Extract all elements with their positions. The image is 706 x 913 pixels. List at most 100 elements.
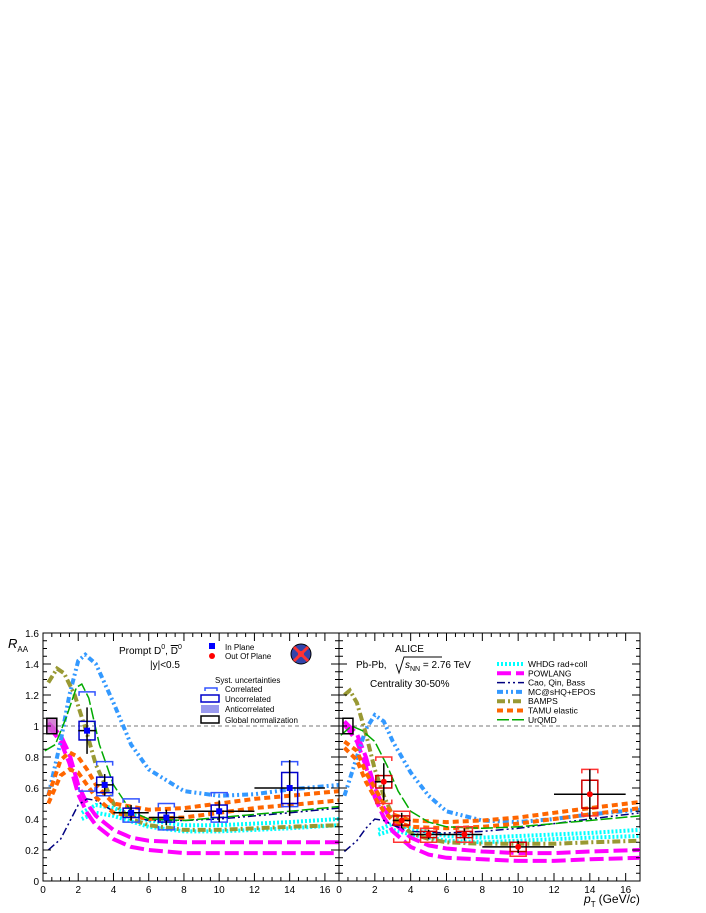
legend-syst-correlated: Correlated (225, 685, 262, 694)
species-label: Prompt D0, D0 (119, 644, 182, 657)
y-tick-label: 0.6 (25, 784, 39, 795)
collision-label: Pb-Pb, (356, 660, 387, 671)
correlated-syst-upper (210, 791, 228, 797)
legend-syst-correlated-symbol (204, 687, 218, 691)
left-plot-area (43, 652, 339, 856)
y-tick-label: 1.6 (25, 629, 39, 640)
energy-label: sNN = 2.76 TeV (405, 660, 471, 673)
reaction-plane-icon (290, 643, 312, 665)
energy-value: = 2.76 TeV (420, 660, 471, 671)
x-tick-label: 2 (75, 885, 81, 896)
y-tick-label: 0.2 (25, 846, 39, 857)
data-point-out-of-plane (515, 843, 522, 850)
model-curve-whdg-rad-coll-1 (377, 827, 640, 845)
data-point-in-plane (128, 809, 135, 816)
data-point-out-of-plane (398, 817, 405, 824)
x-axis-title-unit-open: (GeV/ (599, 892, 631, 906)
correlated-syst-lower (157, 825, 176, 831)
syst-title: Syst. uncertainties (215, 676, 280, 685)
correlated-syst-lower (122, 818, 140, 823)
legend-label-bamps: BAMPS (528, 696, 558, 706)
y-tick-label: 0 (33, 877, 39, 888)
species-sep: , (165, 646, 171, 657)
correlated-syst-lower (78, 787, 96, 792)
legend-label-powlang: POWLANG (528, 668, 571, 678)
x-tick-label: 4 (111, 885, 117, 896)
sqrt-sign (395, 656, 442, 675)
model-curve-bamps-0 (46, 665, 339, 832)
data-point-out-of-plane (380, 778, 387, 785)
x-axis-title: pT (GeV/c) (583, 892, 640, 909)
experiment-label: ALICE (395, 644, 424, 655)
data-point-out-of-plane (586, 791, 593, 798)
species-anti-sup: 0 (178, 644, 182, 651)
x-axis-title-unit-c: c (630, 892, 636, 906)
legend-syst-global: Global normalization (225, 716, 298, 725)
left-annotation: Prompt D0, D0 |y|<0.5 Syst. uncertaintie… (119, 644, 280, 685)
left-legend: In Plane Out Of Plane Correlated Uncorre… (200, 643, 298, 725)
x-tick-label: 4 (408, 885, 414, 896)
data-point-in-plane (163, 814, 170, 821)
correlated-syst-lower (419, 838, 438, 843)
legend-syst-global-symbol (200, 715, 220, 724)
left-axis-ticks: 0 2 4 6 8 10 12 14 16 0 0.2 0.4 0.6 0.8 1 1.2 1.4 1.6 (25, 629, 339, 896)
correlated-syst-upper (122, 798, 140, 803)
x-axis-title-sub: T (591, 900, 596, 909)
right-plot-area (339, 687, 640, 863)
correlated-syst-upper (95, 760, 114, 766)
legend-label-urqmd: UrQMD (528, 715, 557, 725)
legend-marker-in-plane (209, 643, 215, 649)
model-curve-mc-shq-epos-0 (342, 712, 640, 825)
x-axis-title-main: p (583, 892, 591, 906)
sqrt-sub: NN (410, 666, 420, 673)
x-tick-label: 14 (584, 885, 596, 896)
x-tick-label: 0 (336, 885, 342, 896)
left-panel: 0 2 4 6 8 10 12 14 16 0 0.2 0.4 0.6 0.8 1 1.2 1.4 1.6 (25, 629, 340, 896)
correlated-syst-upper (157, 802, 176, 808)
correlated-syst-upper (392, 810, 411, 816)
model-curve-cao-qin-bass-0 (343, 812, 640, 853)
x-tick-label: 16 (620, 885, 632, 896)
reaction-plane-center (298, 651, 304, 657)
model-curve-urqmd-0 (44, 683, 339, 822)
y-tick-label: 1 (33, 722, 39, 733)
data-point-out-of-plane (461, 831, 468, 838)
y-axis-title: RAA (8, 636, 29, 654)
species-prefix: Prompt D (119, 646, 161, 657)
model-curve-whdg-rad-coll-0 (80, 802, 339, 828)
x-tick-label: 16 (319, 885, 331, 896)
centrality-label: Centrality 30-50% (370, 679, 450, 690)
legend-label-out-of-plane: Out Of Plane (225, 652, 272, 661)
model-curve-tamu-elastic-1 (342, 746, 640, 831)
correlated-syst-lower (375, 799, 393, 805)
y-tick-label: 1.2 (25, 691, 39, 702)
model-curve-tamu-elastic-0 (46, 749, 339, 812)
data-point-in-plane (286, 785, 293, 791)
x-tick-label: 12 (548, 885, 560, 896)
collision-prefix: Pb-Pb, (356, 660, 387, 671)
x-tick-label: 8 (181, 885, 187, 896)
x-tick-label: 10 (513, 885, 525, 896)
right-panel: 0 2 4 6 8 10 12 14 16 (336, 632, 641, 896)
y-axis-title-sub: AA (17, 645, 28, 654)
legend-syst-anticorrelated: Anticorrelated (225, 705, 274, 714)
model-curve-tamu-elastic-0 (343, 739, 640, 825)
y-axis-title-main: R (8, 636, 17, 651)
x-tick-label: 8 (480, 885, 486, 896)
data-point-in-plane (84, 727, 91, 734)
x-tick-label: 14 (284, 885, 296, 896)
x-tick-label: 0 (40, 885, 46, 896)
correlated-syst-upper (419, 827, 438, 833)
correlated-syst-upper (455, 826, 474, 831)
right-axis-ticks: 0 2 4 6 8 10 12 14 16 (336, 632, 640, 896)
legend-label-tamu-elastic: TAMU elastic (528, 706, 579, 716)
model-curve-powlang-0 (342, 719, 640, 856)
correlated-syst-lower (392, 838, 411, 843)
species-sup: 0 (161, 644, 165, 651)
x-tick-label: 6 (444, 885, 450, 896)
correlated-syst-upper (78, 691, 96, 696)
correlated-syst-upper (375, 756, 393, 761)
right-annotation: ALICE Pb-Pb, sNN = 2.76 TeV Centrality 3… (356, 644, 471, 690)
